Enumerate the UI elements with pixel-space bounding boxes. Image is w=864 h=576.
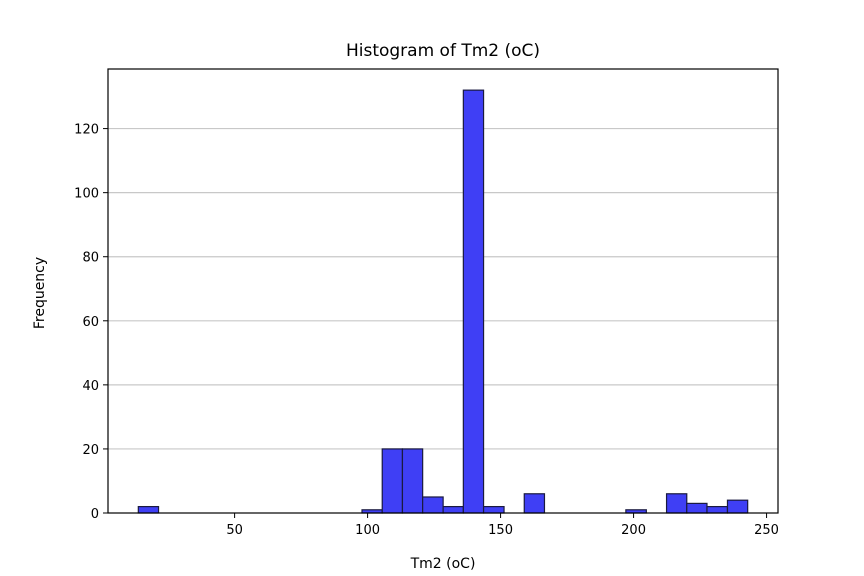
plot-frame	[107, 68, 779, 514]
x-tick-label-250: 250	[754, 523, 779, 538]
histogram-bar-13	[726, 499, 749, 514]
histogram-bars	[137, 89, 749, 514]
y-tick-label-60: 60	[82, 315, 99, 330]
y-tick-label-20: 20	[82, 443, 99, 458]
histogram-bar-2	[381, 448, 404, 514]
histogram-bar-5	[442, 505, 464, 514]
x-tick-label-200: 200	[621, 523, 646, 538]
histogram-bar-0	[137, 505, 160, 514]
histogram-bar-7	[482, 505, 505, 514]
chart-title: Histogram of Tm2 (oC)	[346, 41, 540, 61]
histogram-bar-10	[665, 493, 688, 514]
y-tick-label-120: 120	[74, 123, 99, 138]
y-tick-label-100: 100	[74, 187, 99, 202]
histogram-bar-4	[422, 496, 444, 514]
y-tick-label-0: 0	[91, 507, 99, 522]
x-tick-label-50: 50	[226, 523, 243, 538]
y-tick-label-80: 80	[82, 251, 99, 266]
histogram-bar-12	[706, 505, 729, 514]
x-axis-label: Tm2 (oC)	[410, 556, 476, 572]
histogram-bar-8	[523, 493, 546, 514]
x-tick-label-150: 150	[488, 523, 513, 538]
x-axis-ticks: 50 100 150 200 250	[226, 513, 779, 538]
y-axis-label: Frequency	[32, 257, 48, 329]
histogram-bar-6	[462, 89, 485, 514]
histogram-bar-3	[401, 448, 424, 514]
x-tick-label-100: 100	[355, 523, 380, 538]
y-gridlines	[108, 127, 778, 450]
histogram-bar-11	[686, 502, 708, 514]
y-tick-label-40: 40	[82, 379, 99, 394]
y-axis-ticks: 0 20 40 60 80 100 120	[74, 123, 108, 522]
